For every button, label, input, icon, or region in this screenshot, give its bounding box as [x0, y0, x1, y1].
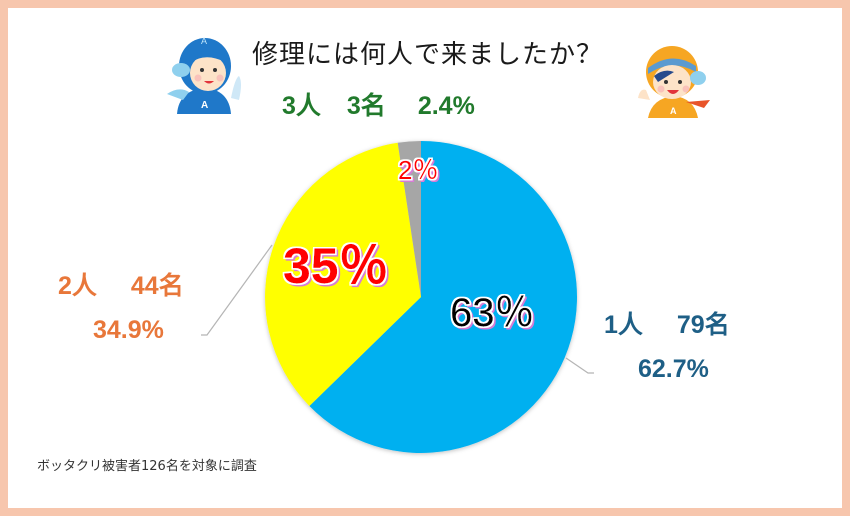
svg-text:A: A	[201, 100, 208, 111]
label-2-people-count-people: 2人	[58, 272, 97, 300]
chart-title: 修理には何人で来ましたか？	[252, 40, 604, 70]
leader-line-2-people	[201, 244, 273, 336]
leader-line-1-person	[565, 357, 594, 374]
svg-text:A: A	[201, 36, 207, 46]
pie-slice-3-people	[397, 141, 421, 297]
inner-pct-2-people: 35％	[283, 238, 389, 294]
label-3-people-pct: 2.4%	[417, 92, 475, 120]
inner-pct-3-people: 2％	[398, 155, 438, 185]
label-1-person: 1人 79名	[604, 305, 730, 341]
label-3-people-count: 3名	[346, 92, 386, 120]
label-2-people-pct: 34.9%	[93, 316, 164, 344]
inner-pct-1-person: 63％	[450, 291, 535, 335]
label-2-people: 2人 44名	[58, 266, 184, 302]
label-3-people: 3人 3名 2.4%	[282, 86, 475, 122]
label-2-people-count: 44名	[130, 272, 184, 300]
orange-mascot-icon: A	[638, 46, 710, 118]
survey-footnote: ボッタクリ被害者126名を対象に調査	[37, 459, 257, 474]
blue-mascot-icon: A A	[167, 36, 241, 114]
pie-slice-2-people	[265, 142, 421, 407]
label-1-person-count: 79名	[676, 311, 730, 339]
label-3-people-count-people: 3人	[282, 92, 321, 120]
svg-text:A: A	[670, 106, 677, 116]
label-1-person-pct: 62.7%	[638, 355, 709, 383]
pie-slice-1-person	[309, 141, 578, 453]
label-1-person-count-people: 1人	[604, 311, 643, 339]
